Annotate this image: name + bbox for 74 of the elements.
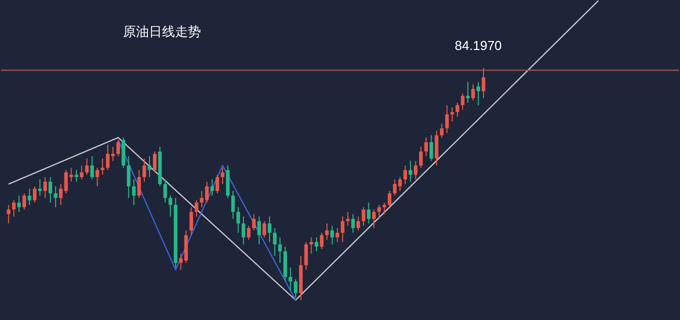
candlestick (257, 216, 261, 245)
candlestick (445, 104, 449, 134)
candlestick (388, 190, 392, 208)
candlestick (148, 156, 152, 178)
candlestick (152, 151, 157, 173)
candlestick (309, 236, 314, 254)
candlestick (96, 167, 100, 187)
candlestick (38, 178, 42, 196)
candlestick (288, 267, 292, 292)
candlestick (236, 206, 240, 234)
candlestick (242, 216, 246, 245)
candlestick (440, 123, 444, 138)
candlestick (246, 225, 250, 240)
candlestick (163, 178, 167, 204)
candlestick (168, 195, 172, 218)
chart-title: 原油日线走势 (123, 25, 201, 40)
candlestick (340, 216, 344, 243)
candlestick (450, 106, 454, 122)
candlestick (268, 216, 272, 243)
candlestick (372, 209, 376, 229)
candlestick (48, 176, 52, 204)
candlestick (137, 170, 141, 198)
candlestick (278, 236, 282, 264)
candlestick (6, 204, 10, 224)
candlestick (408, 160, 412, 182)
candlestick (43, 176, 47, 198)
candlestick (471, 84, 475, 101)
candlestick (216, 174, 220, 194)
candlestick (116, 139, 120, 157)
candlestick (220, 167, 224, 185)
candlestick (414, 160, 418, 180)
candlestick (32, 186, 37, 204)
candlestick (142, 158, 146, 182)
candlestick (74, 170, 78, 182)
candlestick (231, 190, 235, 220)
candlestick (194, 200, 198, 218)
candlestick (252, 214, 256, 231)
candlestick (330, 225, 334, 245)
candlestick (456, 102, 460, 118)
candlestick (366, 202, 371, 224)
candlestick (80, 164, 84, 180)
candlestick (22, 192, 26, 210)
candlestick (356, 216, 360, 231)
candlestick (351, 214, 355, 234)
candlestick (482, 67, 486, 99)
candlestick (314, 236, 318, 252)
candlestick (325, 222, 329, 240)
candlestick (476, 81, 480, 106)
candlestick (90, 156, 94, 180)
candlestick (272, 228, 277, 256)
candlestick (12, 200, 16, 218)
candlestick (17, 195, 21, 212)
candlestick (126, 156, 130, 198)
candlestick (424, 137, 428, 157)
candlestick (189, 206, 194, 236)
candlestick (210, 178, 214, 196)
candlestick (460, 93, 464, 110)
candlestick (100, 158, 104, 176)
candlestick (85, 158, 89, 176)
candlestick (132, 178, 136, 206)
candlestick (294, 278, 298, 298)
candlestick (336, 228, 340, 243)
text: 84.1970 (454, 38, 502, 53)
candlestick (430, 134, 434, 162)
candlestick (434, 130, 438, 166)
candlestick (320, 232, 324, 250)
candlestick (304, 242, 308, 270)
candlestick (362, 206, 366, 226)
candlestick (28, 188, 32, 206)
candlestick (377, 204, 381, 220)
candlestick (54, 186, 58, 208)
candlestick (403, 164, 408, 185)
candlestick (419, 146, 423, 168)
candlestick (262, 220, 266, 238)
